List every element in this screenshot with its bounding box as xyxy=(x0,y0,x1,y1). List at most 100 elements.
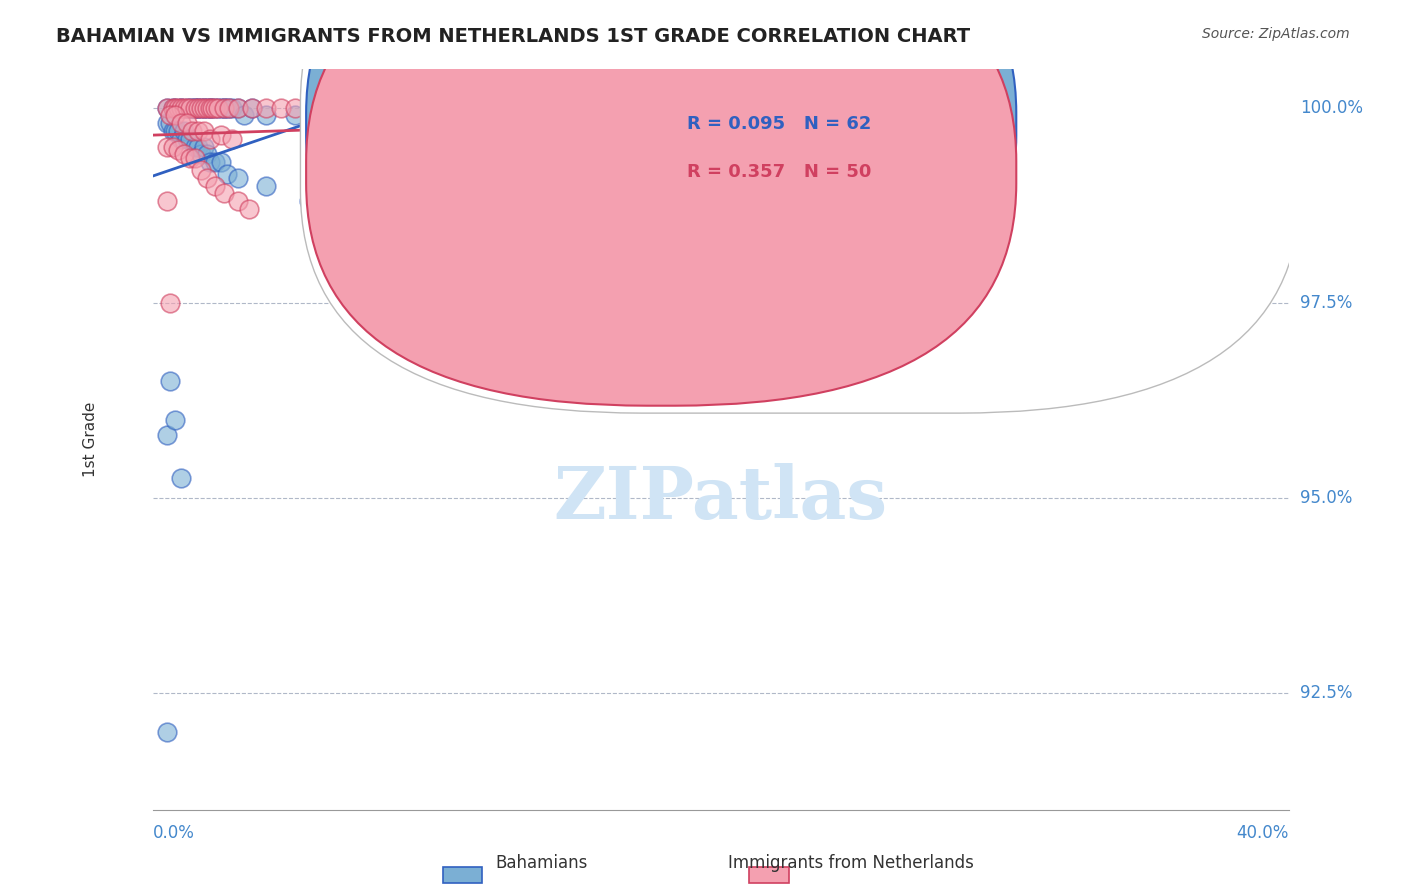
Point xyxy=(195,101,218,115)
Point xyxy=(204,155,226,169)
Text: 0.0%: 0.0% xyxy=(153,824,194,842)
Point xyxy=(204,101,226,115)
Point xyxy=(179,101,201,115)
Point xyxy=(221,101,243,115)
Point xyxy=(179,132,201,146)
Point xyxy=(179,151,201,165)
Point xyxy=(193,101,215,115)
Point xyxy=(176,116,198,130)
Point xyxy=(173,124,195,138)
Point xyxy=(159,108,181,122)
Point xyxy=(184,139,207,153)
Point xyxy=(187,101,209,115)
Text: ZIPatlas: ZIPatlas xyxy=(554,463,889,533)
Point xyxy=(195,101,218,115)
Point xyxy=(538,108,561,122)
Point xyxy=(156,139,179,153)
Point xyxy=(284,101,307,115)
Point xyxy=(226,170,249,185)
Point xyxy=(190,101,212,115)
Point xyxy=(165,412,187,426)
Point xyxy=(165,124,187,138)
Text: 97.5%: 97.5% xyxy=(1301,293,1353,311)
Point xyxy=(221,132,243,146)
Point xyxy=(193,101,215,115)
Point xyxy=(156,428,179,442)
Point xyxy=(226,194,249,208)
Point xyxy=(184,151,207,165)
Point xyxy=(187,101,209,115)
Point xyxy=(240,101,263,115)
Point xyxy=(212,186,235,201)
Point xyxy=(176,101,198,115)
FancyBboxPatch shape xyxy=(307,0,1017,358)
Point xyxy=(226,101,249,115)
Text: Source: ZipAtlas.com: Source: ZipAtlas.com xyxy=(1202,27,1350,41)
Point xyxy=(298,194,321,208)
Point xyxy=(193,124,215,138)
Point xyxy=(156,724,179,739)
Point xyxy=(162,101,184,115)
Point xyxy=(162,139,184,153)
Point xyxy=(284,108,307,122)
Point xyxy=(156,194,179,208)
Point xyxy=(190,101,212,115)
Point xyxy=(1192,101,1215,115)
Point xyxy=(176,101,198,115)
Point xyxy=(204,178,226,193)
Point xyxy=(193,139,215,153)
Point xyxy=(170,471,193,485)
Point xyxy=(184,101,207,115)
Point xyxy=(215,101,238,115)
Point xyxy=(159,116,181,130)
Point xyxy=(226,101,249,115)
Point xyxy=(179,101,201,115)
Point xyxy=(209,128,232,142)
Point xyxy=(254,178,277,193)
Point xyxy=(167,101,190,115)
Point xyxy=(187,101,209,115)
Point xyxy=(207,101,229,115)
Text: 100.0%: 100.0% xyxy=(1301,98,1364,117)
Text: 1st Grade: 1st Grade xyxy=(83,401,98,476)
Point xyxy=(159,295,181,310)
Point xyxy=(240,101,263,115)
Point xyxy=(156,101,179,115)
Point xyxy=(270,101,292,115)
Point xyxy=(167,144,190,158)
Point xyxy=(184,101,207,115)
Point xyxy=(170,101,193,115)
Point xyxy=(254,108,277,122)
Point xyxy=(162,124,184,138)
Point xyxy=(187,124,209,138)
Point xyxy=(198,155,221,169)
Text: Immigrants from Netherlands: Immigrants from Netherlands xyxy=(728,855,973,872)
Point xyxy=(195,147,218,161)
Point xyxy=(165,108,187,122)
Point xyxy=(193,101,215,115)
Point xyxy=(201,101,224,115)
Point xyxy=(167,124,190,138)
Point xyxy=(232,108,254,122)
Point xyxy=(218,101,240,115)
FancyBboxPatch shape xyxy=(307,0,1017,406)
Point xyxy=(326,101,349,115)
Point xyxy=(190,147,212,161)
Point xyxy=(212,101,235,115)
Point xyxy=(165,101,187,115)
Point xyxy=(156,101,179,115)
Point xyxy=(165,101,187,115)
Text: R = 0.095   N = 62: R = 0.095 N = 62 xyxy=(686,115,872,133)
Point xyxy=(170,101,193,115)
Point xyxy=(173,101,195,115)
Point xyxy=(215,167,238,181)
Point xyxy=(209,155,232,169)
Point xyxy=(190,163,212,178)
Point xyxy=(209,101,232,115)
Text: BAHAMIAN VS IMMIGRANTS FROM NETHERLANDS 1ST GRADE CORRELATION CHART: BAHAMIAN VS IMMIGRANTS FROM NETHERLANDS … xyxy=(56,27,970,45)
Point xyxy=(204,101,226,115)
Point xyxy=(218,101,240,115)
Point xyxy=(396,116,419,130)
Point xyxy=(184,101,207,115)
Point xyxy=(238,202,260,216)
